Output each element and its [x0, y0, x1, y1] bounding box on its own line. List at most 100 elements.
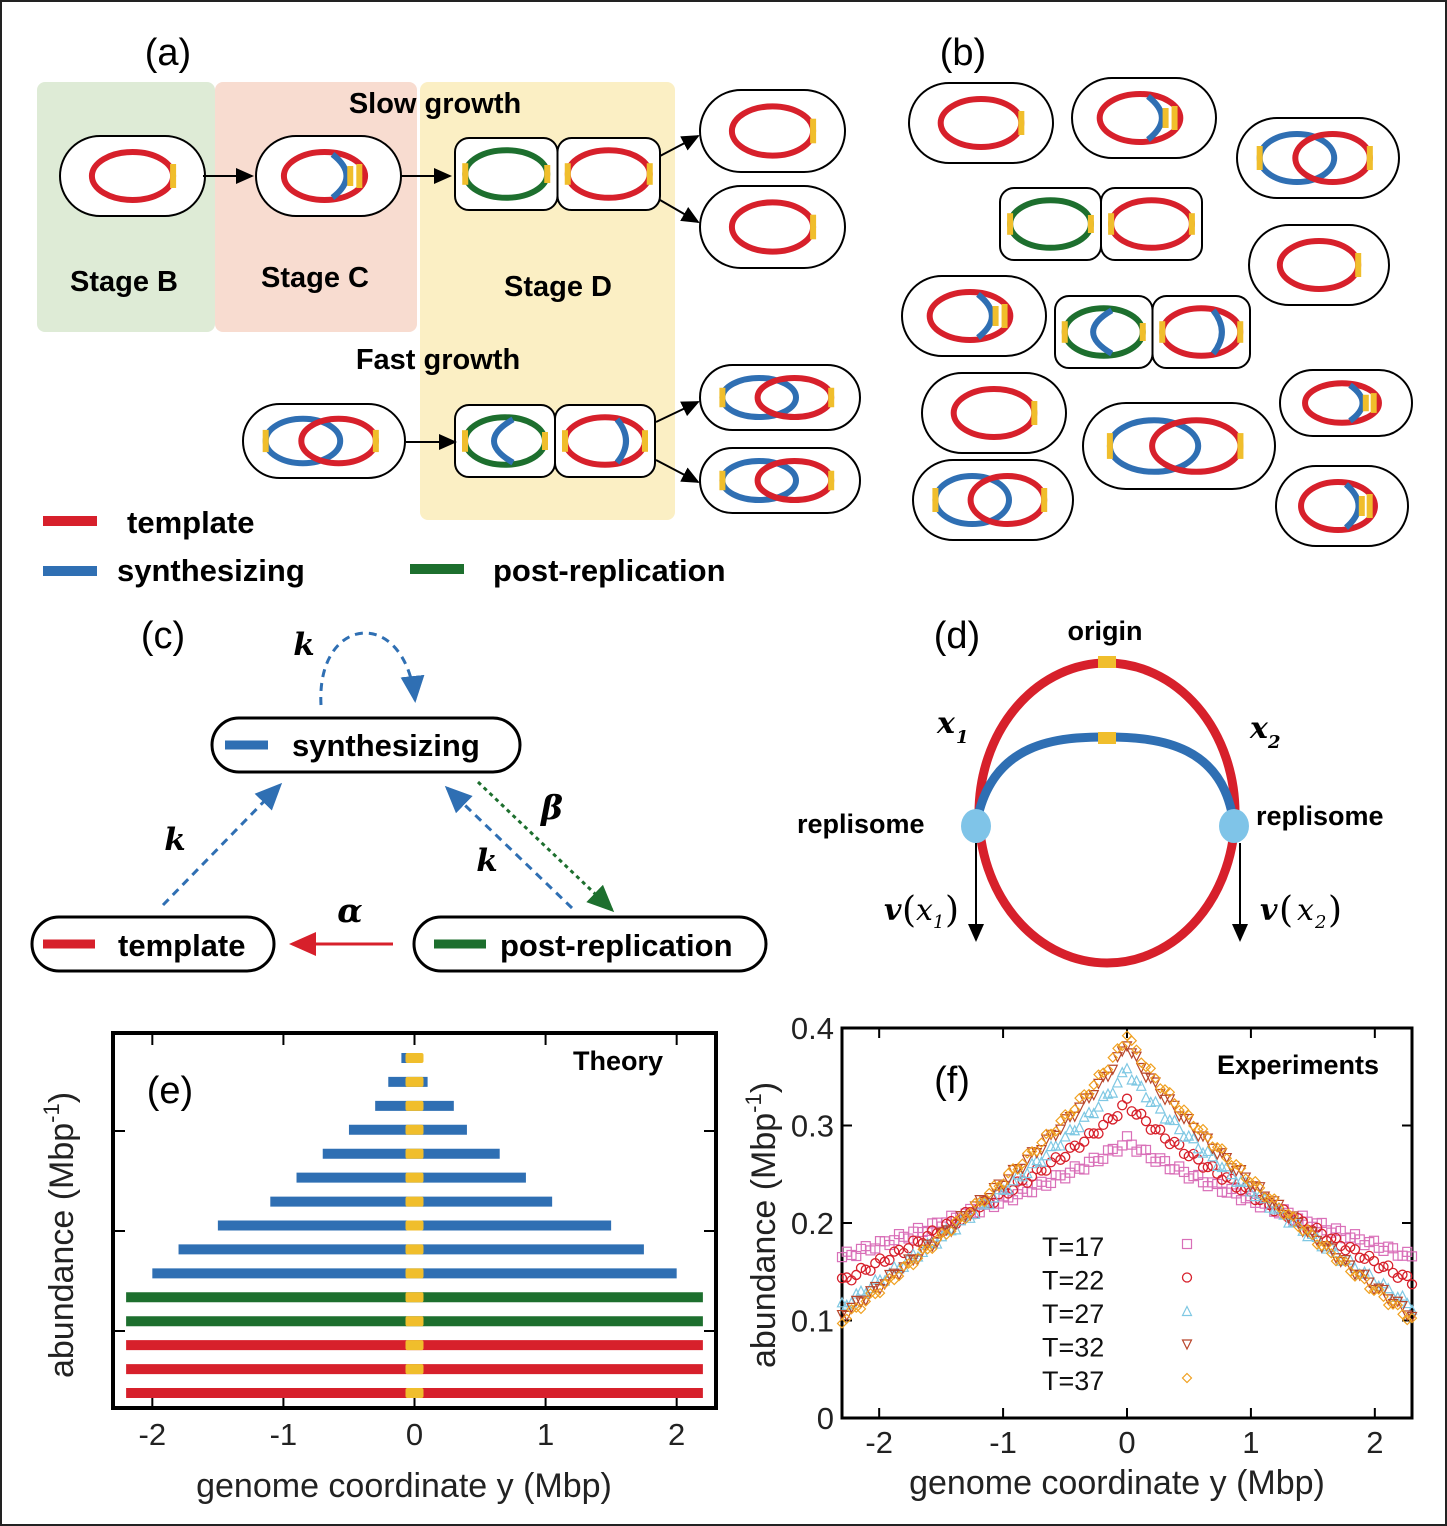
svg-text:): ): [1328, 890, 1342, 931]
x-tick-label: 1: [537, 1417, 554, 1452]
data-point: [846, 1296, 857, 1308]
data-point: [945, 1225, 957, 1237]
data-point: [889, 1246, 900, 1257]
legend-label: T=17: [1042, 1232, 1104, 1262]
replisome-left: [961, 809, 991, 843]
data-point: [1121, 1041, 1133, 1053]
data-point: [1050, 1126, 1062, 1137]
x2-label: x 2: [1249, 711, 1281, 753]
data-point: [1131, 1074, 1142, 1086]
data-point: [1026, 1171, 1038, 1182]
data-point: [1226, 1168, 1237, 1180]
dividing-cell: [454, 137, 661, 211]
origin-marker: [1007, 213, 1014, 235]
data-point: [1102, 1113, 1114, 1124]
cell: [242, 403, 406, 479]
origin-marker: [1256, 146, 1263, 170]
data-point: [1306, 1229, 1318, 1241]
data-point: [855, 1297, 867, 1309]
data-point: [1402, 1270, 1413, 1282]
data-point: [1273, 1202, 1285, 1213]
data-point: [1150, 1095, 1161, 1107]
origin-marker: [564, 163, 571, 185]
data-point: [1088, 1107, 1100, 1119]
data-point: [1159, 1133, 1171, 1144]
stage-c-label: Stage C: [261, 262, 369, 294]
data-point: [1344, 1260, 1356, 1272]
data-point: [1249, 1190, 1261, 1202]
data-point: [1135, 1062, 1147, 1074]
origin-marker: [1362, 394, 1369, 412]
legend: template synthesizing post-replication: [43, 505, 726, 588]
data-point: [1378, 1291, 1389, 1303]
origin-marker: [642, 430, 648, 452]
panel-e-annotation: Theory: [573, 1046, 663, 1076]
cell-membrane: [908, 82, 1054, 164]
data-point: [898, 1260, 910, 1272]
data-point: [1055, 1139, 1066, 1151]
origin-marker: [170, 164, 177, 188]
origin-marker: [405, 1100, 424, 1111]
origin-marker: [405, 1220, 424, 1231]
data-point: [950, 1219, 962, 1231]
origin-marker: [356, 164, 363, 188]
data-point: [1397, 1308, 1408, 1320]
cell: [59, 135, 206, 217]
data-point: [1202, 1145, 1214, 1157]
data-point: [1378, 1284, 1389, 1296]
data-point: [1169, 1097, 1180, 1109]
synthesizing-to-post-arrow: [476, 780, 615, 913]
data-point: [1330, 1255, 1342, 1267]
v-x1-label: v ( x 1 ): [884, 890, 959, 933]
panel-f-chart: -2 -1 0 1 2 0 0.1 0.2 0.3 0.4 T=17 T=22T=27 T=32T=3…: [741, 1011, 1418, 1502]
y-tick-label: 0.3: [791, 1109, 834, 1144]
x-tick-label: 0: [1118, 1425, 1135, 1460]
data-point: [1245, 1185, 1256, 1197]
dividing-cell: [454, 404, 656, 478]
data-point: [1321, 1240, 1332, 1252]
data-point: [1325, 1243, 1337, 1255]
origin-marker: [347, 166, 354, 186]
rate-k-right: k: [476, 843, 497, 879]
data-point: [1254, 1182, 1266, 1194]
data-point: [1045, 1140, 1057, 1152]
data-point: [1097, 1067, 1109, 1079]
y-tick-label: 0.2: [791, 1206, 834, 1241]
data-point: [1088, 1090, 1100, 1101]
data-point: [1140, 1091, 1152, 1103]
data-point: [1040, 1134, 1052, 1146]
data-point: [1074, 1102, 1085, 1114]
data-point: [1264, 1193, 1275, 1204]
panel-c-label: (c): [141, 615, 185, 657]
dividing-cell: [999, 187, 1203, 261]
panel-f-ticks: -2 -1 0 1 2 0 0.1 0.2 0.3 0.4: [791, 1011, 1412, 1460]
data-point: [1154, 1088, 1166, 1100]
origin-marker: [1061, 321, 1068, 343]
data-point: [1126, 1048, 1138, 1060]
post-to-synthesizing-arrow: [444, 785, 574, 910]
data-point: [1406, 1251, 1418, 1262]
data-point: [1012, 1168, 1024, 1180]
svg-text:x: x: [1249, 711, 1269, 746]
data-point: [1002, 1174, 1014, 1186]
data-point: [1311, 1235, 1323, 1247]
cell-membrane: [1248, 224, 1390, 306]
origin-marker: [810, 118, 817, 144]
origin-marker: [405, 1172, 424, 1183]
data-point: [1012, 1176, 1023, 1187]
data-point: [1074, 1121, 1085, 1133]
legend-marker: [1181, 1238, 1193, 1250]
data-point: [1007, 1174, 1019, 1186]
data-point: [1069, 1140, 1080, 1151]
data-point: [1378, 1261, 1389, 1272]
svg-text:x: x: [1297, 893, 1314, 928]
data-point: [1155, 1124, 1166, 1135]
panel-a: (a) Slow growth Fast growth Stage B Stag…: [37, 32, 861, 520]
rate-alpha: α: [337, 891, 362, 930]
state-post-replication-box: [412, 915, 768, 973]
data-point: [1112, 1110, 1123, 1122]
origin-marker: [810, 214, 817, 240]
data-point: [1221, 1152, 1233, 1164]
chromosome: [1302, 380, 1382, 426]
